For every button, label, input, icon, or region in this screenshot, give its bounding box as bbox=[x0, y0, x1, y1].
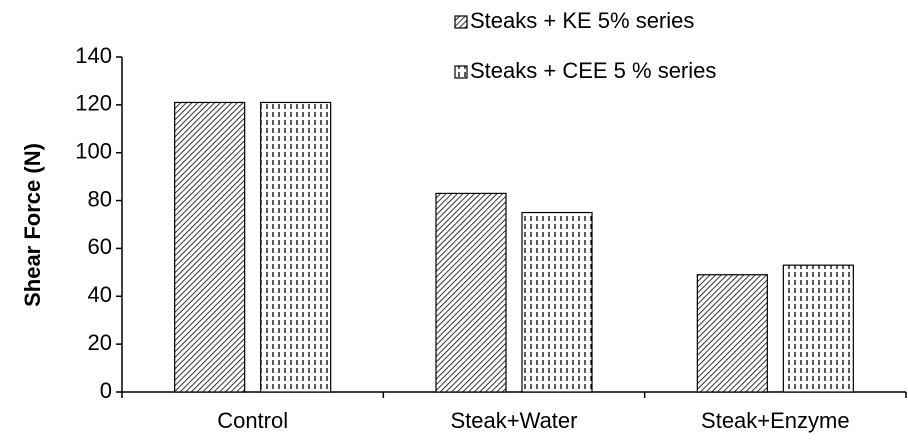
legend-swatch bbox=[454, 65, 468, 79]
y-axis-label: Shear Force (N) bbox=[20, 143, 45, 307]
y-tick-label: 40 bbox=[88, 282, 112, 307]
y-tick-label: 80 bbox=[88, 186, 112, 211]
y-tick-label: 140 bbox=[75, 43, 112, 68]
bar bbox=[435, 192, 507, 393]
x-tick-label: Steak+Water bbox=[451, 408, 578, 433]
y-tick-label: 60 bbox=[88, 234, 112, 259]
bar bbox=[260, 101, 332, 393]
x-tick-label: Control bbox=[217, 408, 288, 433]
legend-label: Steaks + KE 5% series bbox=[470, 8, 694, 33]
y-tick-label: 120 bbox=[75, 91, 112, 116]
legend-swatch bbox=[454, 15, 468, 29]
y-tick-label: 0 bbox=[100, 378, 112, 403]
y-tick-label: 20 bbox=[88, 330, 112, 355]
y-tick-label: 100 bbox=[75, 139, 112, 164]
x-tick-label: Steak+Enzyme bbox=[701, 408, 850, 433]
bar bbox=[696, 274, 768, 393]
legend-label: Steaks + CEE 5 % series bbox=[470, 58, 716, 83]
bar bbox=[521, 211, 593, 393]
bar bbox=[174, 101, 246, 393]
bar bbox=[782, 264, 854, 393]
